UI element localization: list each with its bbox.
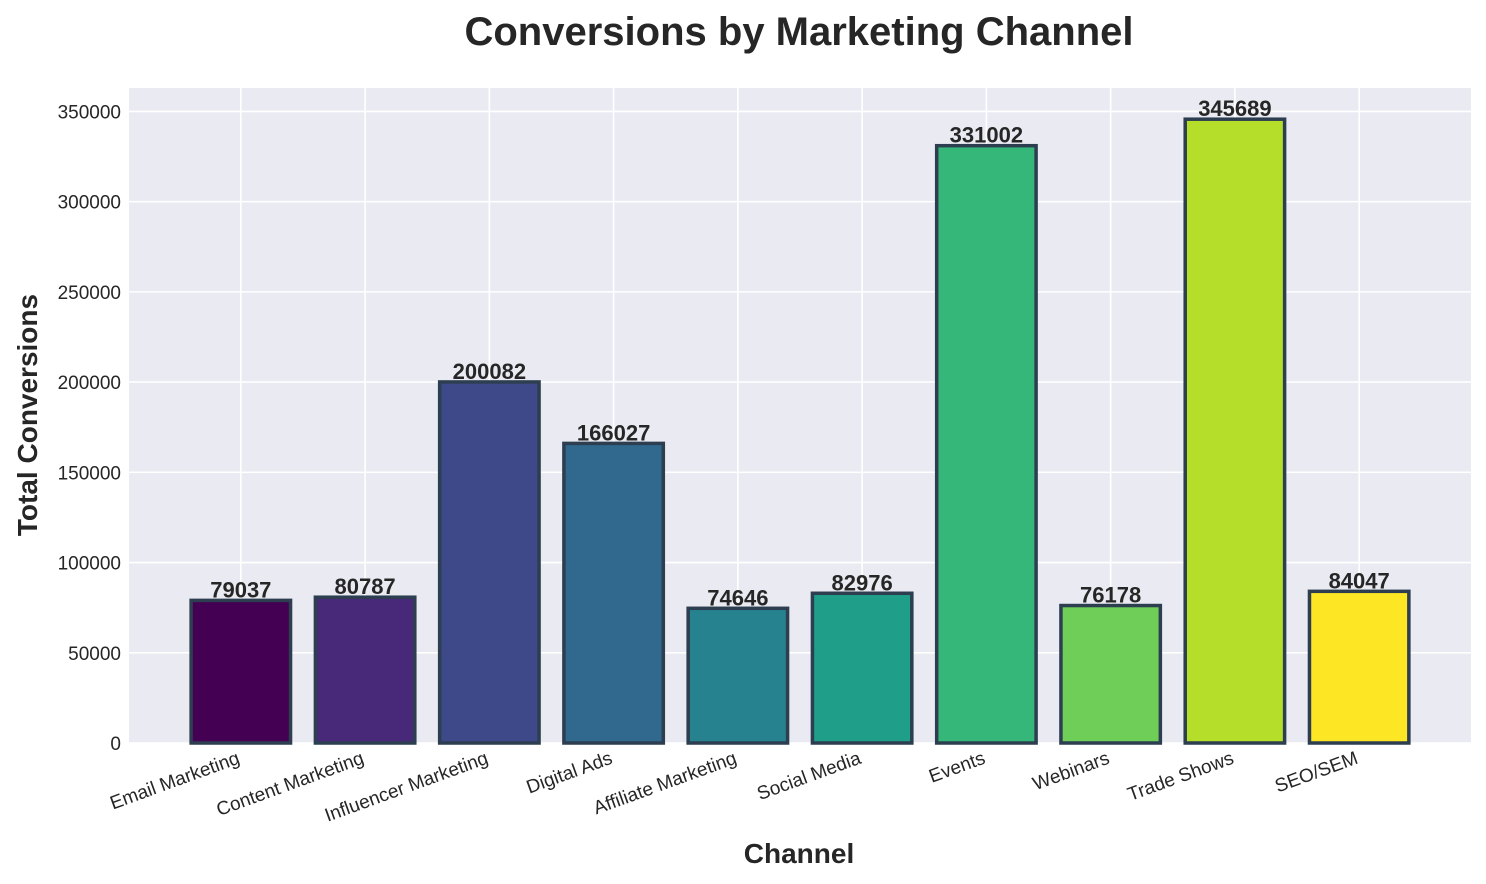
x-axis-label: Channel xyxy=(744,838,854,869)
bar xyxy=(1307,589,1411,745)
y-tick-label: 150000 xyxy=(58,463,121,484)
bar-value-label: 82976 xyxy=(832,570,893,595)
bar xyxy=(810,591,914,745)
y-tick-label: 100000 xyxy=(58,554,121,575)
bar-value-label: 76178 xyxy=(1080,583,1141,608)
y-tick-label: 0 xyxy=(110,734,121,755)
bar-value-label: 331002 xyxy=(950,123,1023,148)
bar xyxy=(562,441,666,745)
y-tick-label: 300000 xyxy=(58,193,121,214)
bar xyxy=(934,143,1038,745)
bar-value-label: 80787 xyxy=(334,574,395,599)
y-tick-labels: 0 50000 100000 150000 200000 250000 300000 3500… xyxy=(58,102,121,755)
y-tick-label: 250000 xyxy=(58,283,121,304)
y-tick-label: 50000 xyxy=(68,644,121,665)
x-tick-label: Trade Shows xyxy=(1125,748,1237,806)
bar-value-label: 345689 xyxy=(1198,96,1271,121)
x-tick-label: Social Media xyxy=(754,748,864,805)
bar xyxy=(1059,603,1163,745)
bar xyxy=(1183,117,1287,745)
bars xyxy=(189,117,1411,745)
x-tick-label: Webinars xyxy=(1030,748,1112,795)
bar-value-label: 200082 xyxy=(453,359,526,384)
bar-value-labels: 79037 80787 200082 166027 74646 82976 331002 76… xyxy=(210,96,1390,610)
bar xyxy=(686,606,790,745)
x-tick-label: SEO/SEM xyxy=(1272,748,1361,797)
y-tick-label: 350000 xyxy=(58,102,121,123)
y-tick-label: 200000 xyxy=(58,373,121,394)
x-tick-label: Affiliate Marketing xyxy=(591,748,740,819)
bar-value-label: 74646 xyxy=(707,585,768,610)
bar-value-label: 84047 xyxy=(1329,568,1390,593)
bar xyxy=(313,595,417,745)
chart-title: Conversions by Marketing Channel xyxy=(464,10,1133,54)
bar-value-label: 79037 xyxy=(210,577,271,602)
bar-value-label: 166027 xyxy=(577,420,650,445)
x-tick-label: Digital Ads xyxy=(524,748,616,798)
y-axis-label: Total Conversions xyxy=(12,294,43,536)
bar xyxy=(437,380,541,745)
x-tick-label: Events xyxy=(926,748,988,788)
bar xyxy=(189,598,293,745)
